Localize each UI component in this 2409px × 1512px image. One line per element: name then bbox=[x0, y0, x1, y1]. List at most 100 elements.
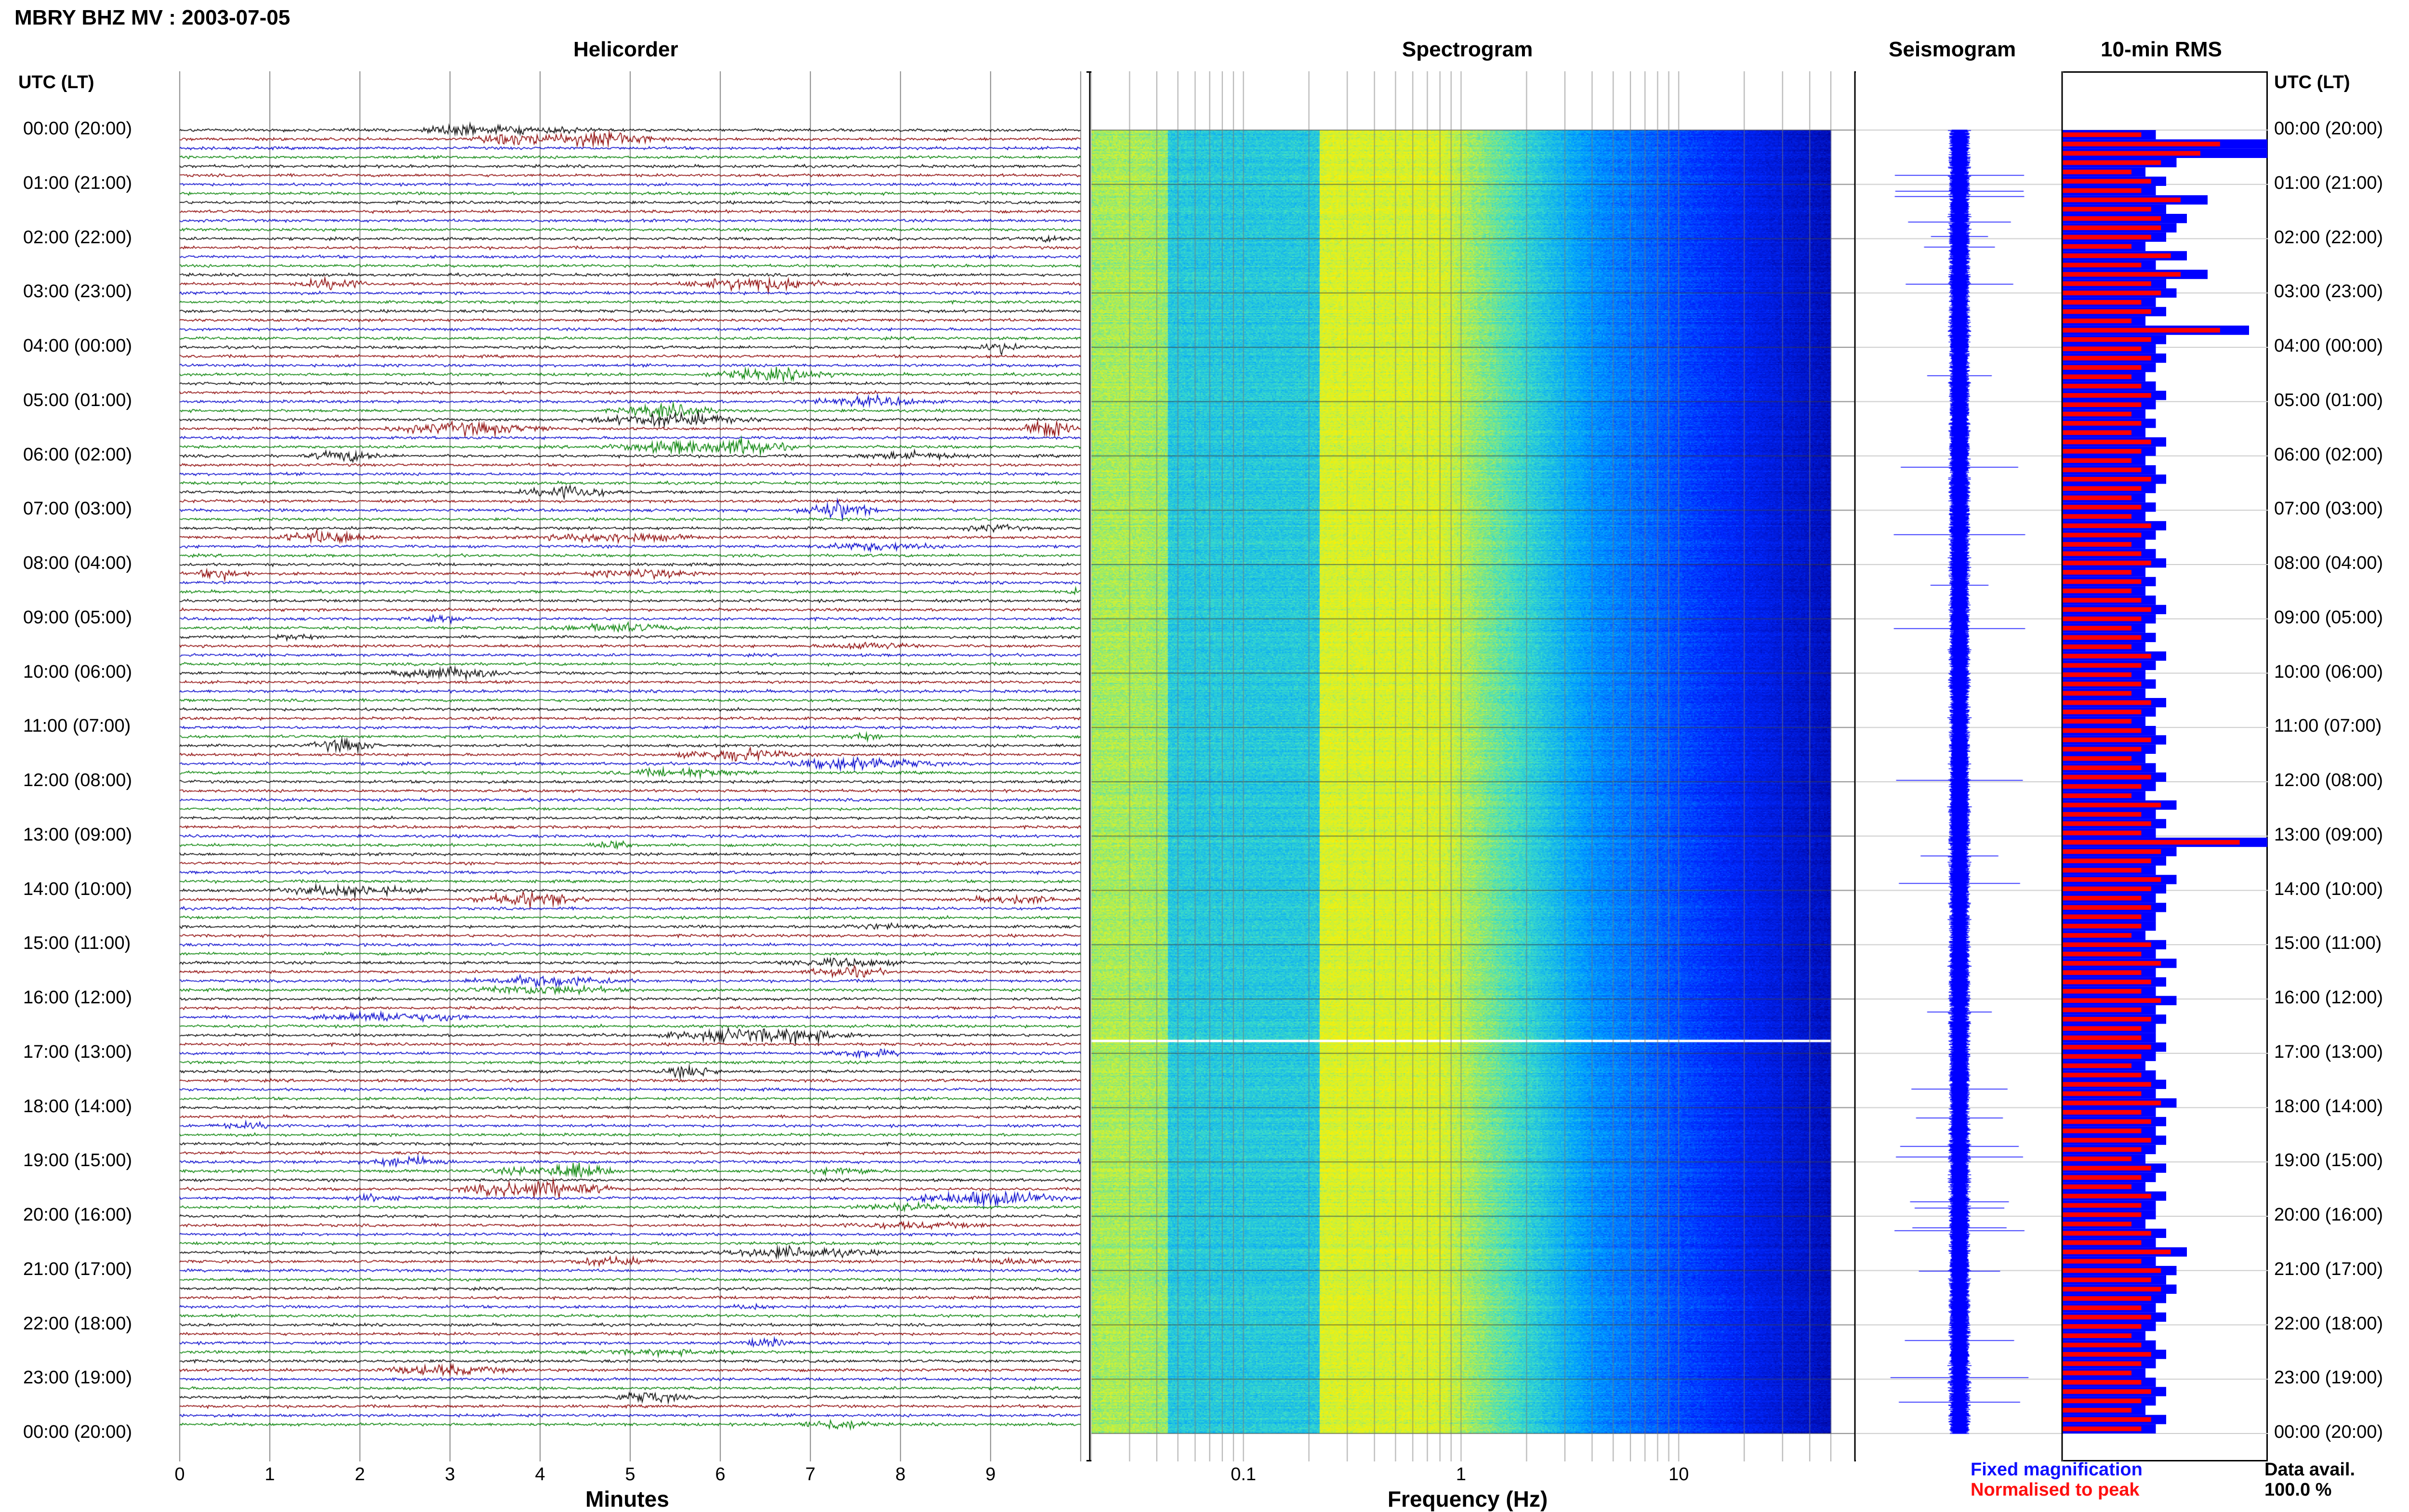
helicorder-tick-label: 8 bbox=[895, 1464, 906, 1485]
rms-bar-normalised bbox=[2063, 691, 2131, 696]
left-axis-label: UTC (LT) bbox=[18, 72, 94, 92]
time-label-right: 09:00 (05:00) bbox=[2274, 607, 2383, 628]
rms-bar-normalised bbox=[2063, 719, 2131, 724]
rms-bar-normalised bbox=[2063, 235, 2151, 240]
rms-bar-normalised bbox=[2063, 142, 2220, 146]
rms-bar-normalised bbox=[2063, 654, 2151, 658]
rms-bar-normalised bbox=[2063, 1063, 2131, 1068]
rms-bar-normalised bbox=[2063, 551, 2142, 556]
rms-bar-normalised bbox=[2063, 1054, 2142, 1059]
time-label-right: 02:00 (22:00) bbox=[2274, 227, 2383, 248]
rms-bar-normalised bbox=[2063, 830, 2142, 836]
rms-bar-normalised bbox=[2063, 421, 2142, 426]
time-label-right: 16:00 (12:00) bbox=[2274, 987, 2383, 1008]
rms-bar-normalised bbox=[2063, 542, 2131, 547]
rms-bar-normalised bbox=[2063, 430, 2131, 435]
time-label-left: 21:00 (17:00) bbox=[23, 1259, 132, 1279]
rms-bar-normalised bbox=[2063, 626, 2131, 631]
rms-bar-normalised bbox=[2063, 337, 2151, 342]
time-label-right: 17:00 (13:00) bbox=[2274, 1041, 2383, 1062]
rms-bar-normalised bbox=[2063, 1259, 2142, 1264]
spectrogram-tick-label: 0.1 bbox=[1231, 1464, 1257, 1485]
rms-bar-normalised bbox=[2063, 272, 2181, 277]
rms-bar-normalised bbox=[2063, 476, 2151, 482]
figure-title: MBRY BHZ MV : 2003-07-05 bbox=[14, 6, 291, 29]
legend-normalised: Normalised to peak bbox=[1971, 1480, 2140, 1500]
helicorder-xlabel: Minutes bbox=[585, 1486, 669, 1512]
time-label-left: 06:00 (02:00) bbox=[23, 444, 132, 465]
rms-bar-normalised bbox=[2063, 961, 2161, 966]
rms-bar-normalised bbox=[2063, 710, 2142, 714]
time-label-left: 20:00 (16:00) bbox=[23, 1205, 132, 1225]
rms-bar-normalised bbox=[2063, 858, 2151, 864]
spectrogram-plot bbox=[1091, 71, 1855, 1461]
time-label-right: 21:00 (17:00) bbox=[2274, 1259, 2383, 1279]
rms-bar-normalised bbox=[2063, 663, 2142, 668]
rms-bar-normalised bbox=[2063, 1342, 2142, 1348]
rms-bar-normalised bbox=[2063, 607, 2151, 612]
time-label-right: 22:00 (18:00) bbox=[2274, 1313, 2383, 1334]
time-label-right: 06:00 (02:00) bbox=[2274, 444, 2383, 465]
helicorder-tick-label: 0 bbox=[174, 1464, 185, 1485]
data-avail-value: 100.0 % bbox=[2264, 1480, 2332, 1500]
legend-fixed: Fixed magnification bbox=[1971, 1459, 2143, 1480]
time-label-left: 09:00 (05:00) bbox=[23, 607, 132, 628]
rms-bar-normalised bbox=[2063, 1352, 2151, 1357]
rms-bar-normalised bbox=[2063, 160, 2161, 165]
rms-bar-normalised bbox=[2063, 197, 2181, 202]
rms-bar-normalised bbox=[2063, 598, 2142, 603]
rms-bar-normalised bbox=[2063, 1035, 2142, 1040]
time-label-left: 11:00 (07:00) bbox=[23, 716, 131, 736]
rms-bar-normalised bbox=[2063, 1017, 2151, 1022]
helicorder-tick-label: 5 bbox=[625, 1464, 635, 1485]
rms-bar-normalised bbox=[2063, 1026, 2142, 1031]
time-label-right: 18:00 (14:00) bbox=[2274, 1096, 2383, 1117]
spectrogram-tick-label: 10 bbox=[1668, 1464, 1689, 1485]
time-label-left: 17:00 (13:00) bbox=[23, 1041, 132, 1062]
helicorder-tick-label: 7 bbox=[805, 1464, 816, 1485]
rms-bar-normalised bbox=[2063, 365, 2142, 370]
helicorder-tick-label: 2 bbox=[355, 1464, 365, 1485]
rms-bar-normalised bbox=[2063, 775, 2151, 780]
rms-bar-normalised bbox=[2063, 914, 2142, 920]
rms-bar-normalised bbox=[2063, 1091, 2142, 1096]
spectrogram-xlabel: Frequency (Hz) bbox=[1388, 1486, 1548, 1512]
time-label-right: 00:00 (20:00) bbox=[2274, 118, 2383, 139]
rms-bar-normalised bbox=[2063, 579, 2142, 584]
rms-bar-normalised bbox=[2063, 411, 2131, 417]
time-label-right: 01:00 (21:00) bbox=[2274, 172, 2383, 193]
rms-bar-normalised bbox=[2063, 504, 2142, 510]
rms-bar-normalised bbox=[2063, 905, 2151, 910]
rms-bar-normalised bbox=[2063, 616, 2142, 621]
rms-bar-normalised bbox=[2063, 868, 2142, 873]
rms-bar-normalised bbox=[2063, 886, 2151, 892]
time-label-left: 00:00 (20:00) bbox=[23, 1422, 132, 1442]
rms-bar-normalised bbox=[2063, 1138, 2151, 1143]
rms-bar-normalised bbox=[2063, 328, 2220, 333]
rms-bar-normalised bbox=[2063, 1398, 2142, 1404]
rms-bar-normalised bbox=[2063, 439, 2151, 445]
rms-bar-normalised bbox=[2063, 1184, 2131, 1189]
time-label-right: 00:00 (20:00) bbox=[2274, 1422, 2383, 1442]
spectrogram-title: Spectrogram bbox=[1402, 38, 1533, 61]
seismogram-plot bbox=[1856, 71, 2063, 1461]
rms-bar-normalised bbox=[2063, 1007, 2142, 1012]
rms-bar-normalised bbox=[2063, 1231, 2151, 1236]
rms-bar-normalised bbox=[2063, 1212, 2142, 1217]
rms-bar-normalised bbox=[2063, 821, 2151, 826]
rms-bar-normalised bbox=[2063, 309, 2151, 314]
data-avail-label: Data avail. bbox=[2264, 1459, 2355, 1480]
time-label-right: 19:00 (15:00) bbox=[2274, 1150, 2383, 1171]
rms-bar-normalised bbox=[2063, 495, 2131, 500]
time-label-right: 08:00 (04:00) bbox=[2274, 553, 2383, 573]
rms-bar-normalised bbox=[2063, 895, 2142, 901]
time-label-left: 12:00 (08:00) bbox=[23, 770, 132, 790]
rms-bar-normalised bbox=[2063, 737, 2151, 742]
rms-bar-normalised bbox=[2063, 170, 2131, 174]
rms-bar-normalised bbox=[2063, 1045, 2151, 1050]
time-label-left: 18:00 (14:00) bbox=[23, 1096, 132, 1117]
time-label-left: 15:00 (11:00) bbox=[23, 933, 131, 954]
rms-bar-normalised bbox=[2063, 933, 2131, 938]
rms-bar-normalised bbox=[2063, 346, 2142, 352]
